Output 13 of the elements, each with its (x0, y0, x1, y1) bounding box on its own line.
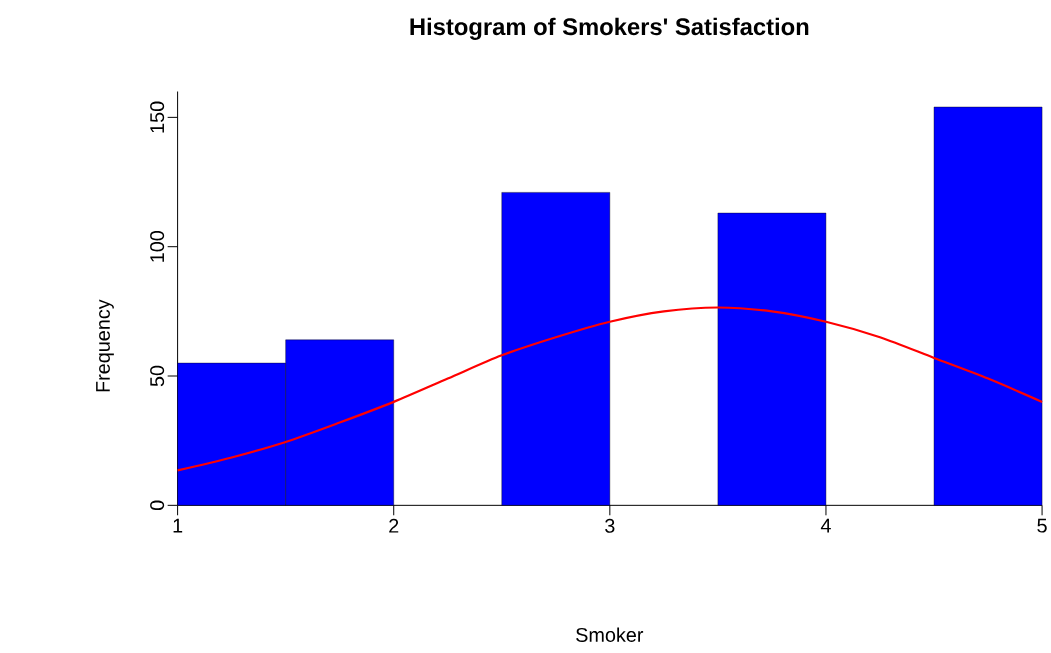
line-series (176, 306, 1044, 472)
x-tick-label: 5 (1037, 519, 1047, 533)
x-tick-label: 4 (820, 519, 831, 533)
y-tick-label: 0 (150, 500, 165, 511)
x-tick-label: 3 (605, 519, 615, 534)
y-axis-title: Frequency (96, 299, 114, 392)
y-tick-label: 50 (150, 365, 165, 387)
y-tick-label: 150 (150, 101, 165, 133)
y-tick-label: 100 (150, 231, 165, 262)
chart-title: Histogram of Smokers' Satisfaction (410, 17, 809, 41)
x-axis-title: Smoker (576, 627, 644, 643)
x-tick-label: 2 (389, 519, 399, 533)
x-tick-label: 1 (173, 519, 183, 533)
